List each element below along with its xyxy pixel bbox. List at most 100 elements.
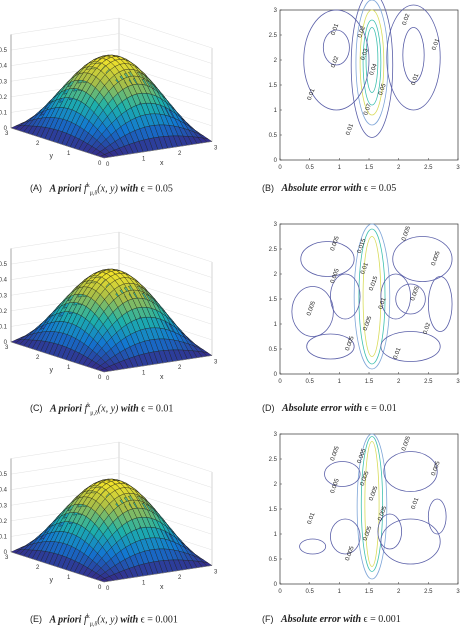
caption-tag: (D) [262,403,275,413]
contour-label: 0.04 [369,63,379,77]
caption-eps: ϵ = 0.01 [141,403,174,415]
z-tick-label: 0.4 [0,278,8,284]
contour-line [353,223,391,370]
caption-tag: (C) [30,403,43,414]
x-axis-label: x [160,584,164,591]
caption-f: (F) Absolute error with ϵ = 0.001 [262,614,401,625]
x-tick-label: 3 [214,360,218,366]
contour-label: 0.005 [360,470,371,487]
surface-plot-e: 00.10.20.30.40.5f01230123xy [0,432,226,600]
contour-label: 0.005 [357,447,368,464]
x-tick-label: 0.5 [305,379,314,385]
x-tick-label: 1.5 [365,589,374,595]
contour-line [380,518,441,565]
x-tick-label: 2 [397,589,401,595]
contour-line [386,4,441,111]
contour-line [392,236,453,282]
y-tick-label: 2.5 [269,33,278,39]
y-tick-label: 3 [274,432,278,438]
y-tick-label: 1.5 [269,297,278,303]
contour-line [322,29,350,66]
contour-label: 0.005 [363,315,374,332]
contour-label: 0.005 [330,445,341,462]
contour-svg: 0 0.5 1 1.5 2 2.5 3 0 0.5 1 1.5 2 2.5 3 0.01 0.02 0.01 0.… [269,0,460,171]
y-axis-label: y [50,153,54,160]
caption-tag: (F) [262,614,274,624]
caption-tag: (A) [30,183,42,194]
contour-line [365,27,379,93]
x-tick-label: 1 [142,581,146,587]
x-tick-label: 1.5 [365,165,374,171]
y-tick-label: 1 [67,575,71,581]
z-tick-label: 0.5 [0,262,8,268]
y-tick-label: 2.5 [269,457,278,463]
z-tick-label: 0.3 [0,503,8,509]
contour-label: 0.02 [402,13,412,27]
y-tick-label: 2 [274,58,278,64]
contour-label: 0.005 [330,477,341,494]
contour-line [330,273,361,320]
x-tick-label: 0.5 [305,589,314,595]
caption-with: with [120,614,139,626]
contour-label: 0.015 [369,275,380,292]
contour-line [362,19,382,106]
contour-label: 0.02 [331,55,341,69]
caption-func: f [83,614,87,626]
contour-label: 0.005 [306,300,317,317]
contour-line [395,283,426,315]
y-tick-label: 2 [36,565,40,571]
y-tick-label: 3 [274,8,278,14]
contour-label: 0.01 [411,497,421,511]
z-tick-label: 0.1 [0,534,8,540]
contour-line [380,331,441,362]
caption-eps: ϵ = 0.001 [363,614,401,625]
contour-line [356,433,388,580]
contour-label: 0.02 [357,25,367,39]
y-tick-label: 3 [5,345,9,351]
y-tick-label: 1.5 [269,507,278,513]
y-tick-label: 2 [36,141,40,147]
contour-label: 0.005 [345,335,356,352]
y-tick-label: 0 [274,372,278,378]
y-tick-label: 1 [67,365,71,371]
contour-label: 0.005 [410,285,421,302]
y-tick-label: 1 [67,151,71,157]
contour-label: 0.01 [431,38,441,52]
y-tick-label: 0 [98,585,102,591]
surface-svg: 00.10.20.30.40.5f01230123xy [0,441,218,592]
contour-svg: 0 0.5 1 1.5 2 2.5 3 0 0.5 1 1.5 2 2.5 3 0.005 0.005 0.00… [269,222,461,385]
caption-sub: μ,δ [90,410,98,417]
contour-line [350,0,394,138]
x-axis-label: x [160,160,164,167]
caption-sub: μ,δ [89,621,98,628]
contour-label: 0.01 [307,88,317,102]
y-tick-label: 0.5 [269,133,278,139]
caption-args: (x, y) [97,403,119,415]
caption-eps: ϵ = 0.001 [140,614,178,626]
x-tick-label: 3 [214,146,218,152]
z-tick-label: 0.3 [0,293,8,299]
contour-label: 0.02 [423,322,433,336]
x-tick-label: 3 [456,589,460,595]
x-tick-label: 0 [278,165,282,171]
z-tick-label: 0.1 [0,324,8,330]
x-tick-label: 2 [178,365,182,371]
x-tick-label: 2 [397,165,401,171]
contour-line [360,436,384,572]
contour-line [364,441,380,567]
contour-label: 0.005 [369,485,380,502]
y-tick-label: 3 [5,131,9,137]
contour-label: 0.005 [378,505,389,522]
contour-label: 0.01 [393,347,403,361]
z-tick-label: 0.2 [0,95,8,101]
caption-sub: μ,δ [89,190,98,197]
caption-args: (x, y) [97,614,118,626]
z-tick-label: 0.4 [0,64,8,70]
y-tick-label: 0 [274,582,278,588]
contour-line [324,461,361,487]
y-tick-label: 0.5 [269,347,278,353]
x-tick-label: 2.5 [424,165,433,171]
y-tick-label: 2 [274,482,278,488]
contour-label: 0.03 [360,48,370,62]
y-tick-label: 0 [98,375,102,381]
